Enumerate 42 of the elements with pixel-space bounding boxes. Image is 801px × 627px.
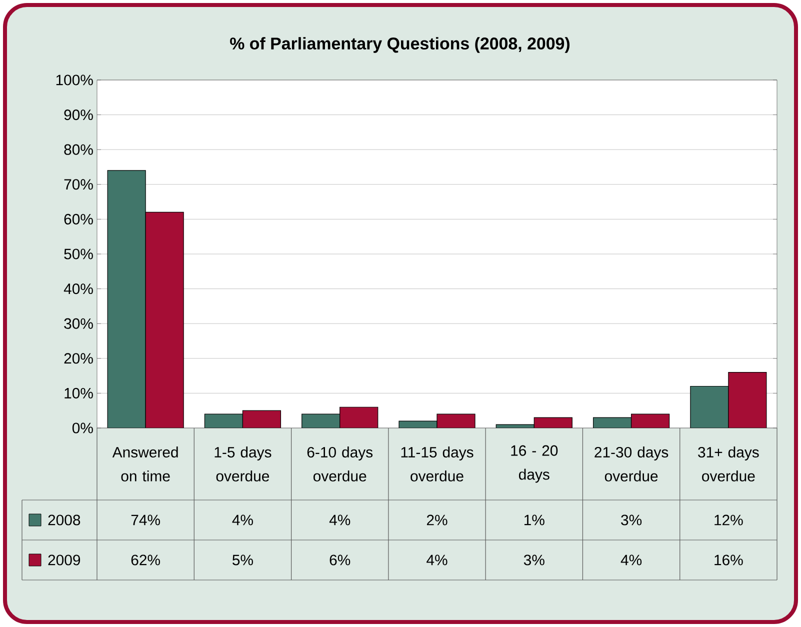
y-tick-label: 30% — [64, 318, 93, 329]
legend-label: 2009 — [48, 554, 80, 566]
data-label: 4% — [329, 514, 350, 526]
y-tick-label: 100% — [56, 74, 93, 86]
y-tick-label: 40% — [64, 284, 93, 294]
data-label: 3% — [621, 514, 642, 526]
y-tick-label: 0% — [72, 422, 93, 434]
data-label: 74% — [131, 514, 160, 526]
x-tick-label: 31+ days overdue — [698, 446, 759, 482]
y-tick-label: 70% — [64, 179, 93, 190]
bar — [145, 212, 184, 428]
bar — [340, 406, 378, 428]
data-label: 6% — [330, 554, 350, 566]
data-label: 3% — [524, 554, 544, 566]
x-tick-label: 16 - 20 days — [511, 445, 558, 483]
x-tick-label: 1-5 days overdue — [214, 446, 272, 482]
x-tick-label: 11-15 days overdue — [401, 446, 474, 482]
y-tick-label: 20% — [64, 353, 93, 364]
data-label: 4% — [232, 514, 253, 526]
x-tick-label: 6-10 days overdue — [307, 446, 373, 482]
bar — [437, 414, 476, 428]
y-tick-label: 50% — [64, 248, 93, 260]
data-label: 12% — [714, 514, 743, 526]
data-label: 62% — [131, 554, 160, 566]
x-tick-label: Answered on time — [112, 446, 178, 482]
data-label: 4% — [426, 554, 448, 566]
data-label: 1% — [524, 514, 544, 526]
bar — [631, 414, 670, 428]
x-tick-label: 21-30 days overdue — [594, 446, 668, 482]
y-tick-label: 90% — [64, 110, 93, 120]
data-label: 5% — [232, 554, 253, 566]
data-label: 4% — [620, 554, 642, 566]
data-label: 2% — [426, 514, 448, 526]
legend-label: 2008 — [48, 514, 80, 526]
bar — [534, 418, 572, 428]
y-tick-label: 60% — [64, 214, 93, 224]
y-tick-label: 80% — [64, 144, 93, 155]
y-tick-label: 10% — [64, 388, 93, 398]
bar — [728, 372, 767, 428]
bar — [242, 410, 282, 428]
data-label: 16% — [714, 554, 743, 566]
chart-title: % of Parliamentary Questions (2008, 2009) — [230, 37, 570, 53]
